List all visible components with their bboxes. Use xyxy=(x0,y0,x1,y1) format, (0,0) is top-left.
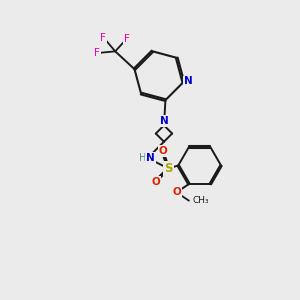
Text: F: F xyxy=(94,48,100,59)
Text: N: N xyxy=(160,116,169,126)
Text: F: F xyxy=(124,34,130,44)
Text: O: O xyxy=(159,146,167,156)
Text: O: O xyxy=(151,177,160,187)
Text: F: F xyxy=(100,33,106,43)
Text: CH₃: CH₃ xyxy=(193,196,209,205)
Text: S: S xyxy=(164,162,173,175)
Text: N: N xyxy=(184,76,193,86)
Text: H: H xyxy=(139,153,146,163)
Text: N: N xyxy=(146,153,155,163)
Text: O: O xyxy=(172,187,181,197)
